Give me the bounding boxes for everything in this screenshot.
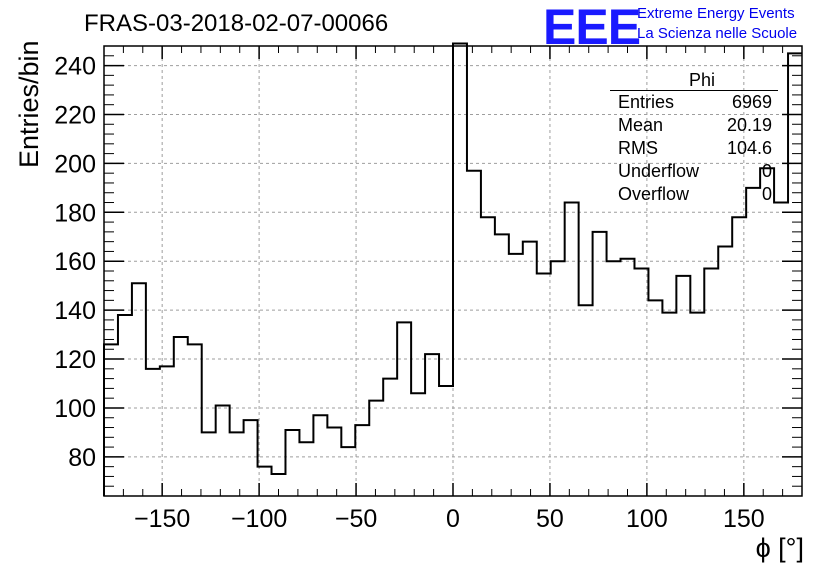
stats-row-mean: Mean 20.19 xyxy=(610,114,778,137)
histogram-step-line xyxy=(103,42,802,496)
x-axis-label: ϕ [°] xyxy=(755,533,804,563)
y-tick-label: 120 xyxy=(54,346,96,374)
brand-line-2: La Scienza nelle Scuole xyxy=(637,25,798,42)
y-tick-label: 240 xyxy=(54,53,96,81)
y-tick-label: 140 xyxy=(54,297,96,325)
stats-row-overflow: Overflow 0 xyxy=(610,183,778,206)
y-tick-label: 180 xyxy=(54,199,96,227)
stats-label: Mean xyxy=(618,115,664,135)
x-tick-label: 100 xyxy=(626,505,668,533)
stats-value: 6969 xyxy=(731,92,772,112)
stats-box-title: Phi xyxy=(610,70,778,91)
stats-label: Entries xyxy=(618,92,675,112)
y-tick-label: 220 xyxy=(54,101,96,129)
eee-logo: EEE xyxy=(543,0,641,55)
stats-value: 20.19 xyxy=(726,115,772,135)
stats-box: Phi Entries 6969 Mean 20.19 RMS 104.6 Un… xyxy=(610,70,778,206)
x-tick-label: −150 xyxy=(134,505,190,533)
axis-ticks xyxy=(104,45,803,496)
x-tick-label: 0 xyxy=(446,505,460,533)
x-tick-label: 150 xyxy=(723,505,765,533)
y-tick-label: 100 xyxy=(54,395,96,423)
x-tick-label: −100 xyxy=(231,505,287,533)
x-tick-label: 50 xyxy=(536,505,564,533)
stats-value: 0 xyxy=(761,161,772,181)
stats-row-rms: RMS 104.6 xyxy=(610,137,778,160)
axis-tick-labels: −150 −100 −50 0 50 100 150 80 100 120 140 160 180 200… xyxy=(54,53,764,533)
stats-row-entries: Entries 6969 xyxy=(610,91,778,114)
y-tick-label: 200 xyxy=(54,150,96,178)
stats-row-underflow: Underflow 0 xyxy=(610,160,778,183)
y-axis-label: Entries/bin xyxy=(14,40,44,168)
stats-label: Underflow xyxy=(618,161,700,181)
stats-value: 104.6 xyxy=(726,138,772,158)
stats-label: RMS xyxy=(618,138,658,158)
y-tick-label: 80 xyxy=(68,444,96,472)
plot-title: FRAS-03-2018-02-07-00066 xyxy=(84,10,389,37)
stats-value: 0 xyxy=(761,184,772,204)
x-tick-label: −50 xyxy=(335,505,377,533)
brand-line-1: Extreme Energy Events xyxy=(637,5,795,22)
stats-label: Overflow xyxy=(618,184,690,204)
y-tick-label: 160 xyxy=(54,248,96,276)
